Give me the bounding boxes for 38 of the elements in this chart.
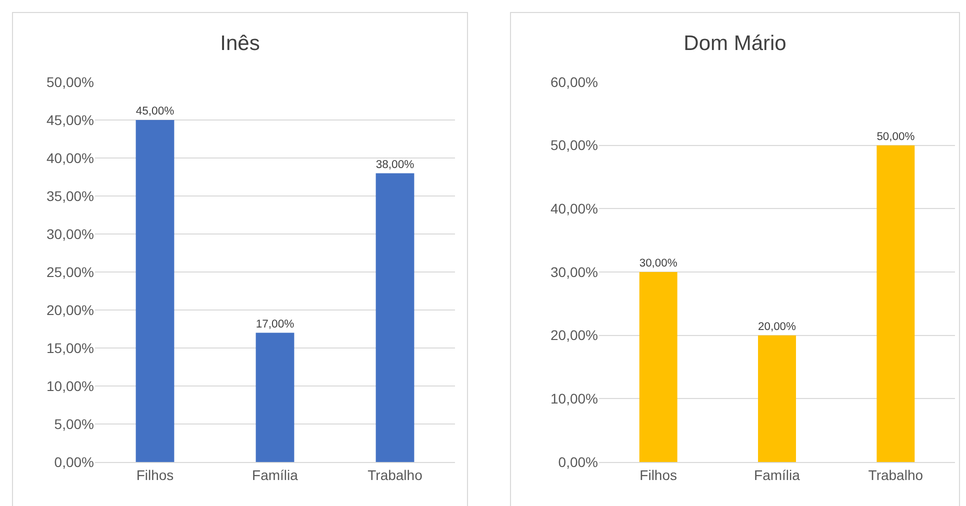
y-tick-label: 5,00% — [54, 416, 94, 432]
data-label: 20,00% — [758, 320, 796, 333]
bar — [876, 145, 915, 462]
y-tick-label: 30,00% — [550, 264, 598, 280]
x-tick-label: Filhos — [640, 466, 678, 483]
chart-title: Dom Mário — [684, 32, 786, 55]
y-tick-label: 50,00% — [46, 74, 94, 90]
bar — [376, 173, 414, 462]
y-tick-label: 35,00% — [46, 188, 94, 204]
x-tick-label: Filhos — [136, 466, 174, 483]
chart-title: Inês — [220, 32, 260, 55]
data-label: 45,00% — [136, 106, 174, 118]
x-tick-label: Família — [754, 466, 800, 483]
x-tick-label: Trabalho — [368, 466, 423, 483]
bar — [758, 335, 796, 462]
y-tick-label: 15,00% — [46, 340, 94, 356]
bar — [136, 120, 174, 462]
bar — [639, 272, 678, 462]
y-tick-label: 40,00% — [46, 150, 94, 166]
x-tick-label: Trabalho — [868, 466, 924, 483]
y-tick-label: 60,00% — [550, 74, 598, 90]
y-tick-label: 0,00% — [54, 454, 94, 470]
y-tick-label: 10,00% — [550, 390, 598, 407]
data-label: 30,00% — [639, 258, 678, 270]
y-tick-label: 10,00% — [46, 378, 94, 394]
y-tick-label: 20,00% — [550, 327, 598, 344]
y-tick-label: 50,00% — [550, 137, 598, 154]
bar — [256, 332, 294, 462]
y-tick-label: 0,00% — [558, 454, 598, 470]
data-label: 50,00% — [876, 130, 915, 143]
data-label: 38,00% — [376, 158, 414, 171]
y-tick-label: 20,00% — [46, 302, 94, 318]
y-tick-label: 30,00% — [46, 226, 94, 242]
y-tick-label: 45,00% — [46, 112, 94, 128]
y-tick-label: 25,00% — [46, 264, 94, 280]
y-tick-label: 40,00% — [550, 200, 598, 217]
x-tick-label: Família — [252, 466, 298, 483]
data-label: 17,00% — [256, 318, 294, 330]
